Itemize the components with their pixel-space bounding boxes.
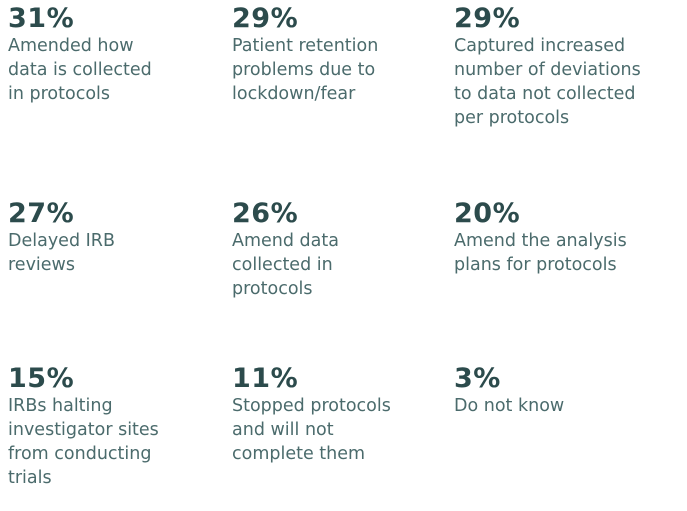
stat-item: 31% Amended how data is collected in protoc… (8, 4, 230, 106)
stat-description: number of deviations (454, 60, 641, 80)
stat-item: 29% Patient retention problems due to lockd… (232, 4, 454, 106)
stat-percent: 27% (8, 198, 75, 229)
stat-description: Amended how (8, 36, 134, 56)
stat-item: 11% Stopped protocols and will not complete… (232, 364, 454, 466)
stat-item: 26% Amend data collected in protocols (232, 199, 454, 301)
stat-description: problems due to (232, 60, 376, 80)
stat-description: Stopped protocols (232, 396, 391, 416)
stat-percent: 29% (454, 3, 521, 34)
stat-description: Delayed IRB (8, 231, 115, 251)
stat-percent: 26% (232, 198, 299, 229)
stat-description: complete them (232, 444, 366, 464)
stat-description: Do not know (454, 396, 565, 416)
stat-item: 15% IRBs halting investigator sites from co… (8, 364, 230, 490)
stat-description: investigator sites (8, 420, 159, 440)
stat-percent: 3% (454, 363, 501, 394)
stat-item: 3% Do not know (454, 364, 676, 418)
stat-description: data is collected (8, 60, 152, 80)
stat-description: protocols (232, 279, 313, 299)
stat-description: per protocols (454, 108, 570, 128)
stat-description: plans for protocols (454, 255, 617, 275)
stat-description: and will not (232, 420, 334, 440)
stat-percent: 31% (8, 3, 75, 34)
stat-description: IRBs halting (8, 396, 113, 416)
stat-description: Captured increased (454, 36, 626, 56)
stat-description: from conducting (8, 444, 152, 464)
stat-description: lockdown/fear (232, 84, 356, 104)
stat-description: Amend the analysis (454, 231, 627, 251)
stat-description: Amend data (232, 231, 339, 251)
stat-item: 27% Delayed IRB reviews (8, 199, 230, 277)
stat-description: to data not collected (454, 84, 636, 104)
stat-description: Patient retention (232, 36, 379, 56)
stat-percent: 20% (454, 198, 521, 229)
stat-description: collected in (232, 255, 333, 275)
stat-item: 29% Captured increased number of deviation… (454, 4, 676, 130)
stat-percent: 29% (232, 3, 299, 34)
stat-percent: 15% (8, 363, 75, 394)
stat-description: trials (8, 468, 52, 488)
stat-description: in protocols (8, 84, 111, 104)
stat-description: reviews (8, 255, 75, 275)
stat-percent: 11% (232, 363, 299, 394)
stat-item: 20% Amend the analysis plans for protocols (454, 199, 676, 277)
